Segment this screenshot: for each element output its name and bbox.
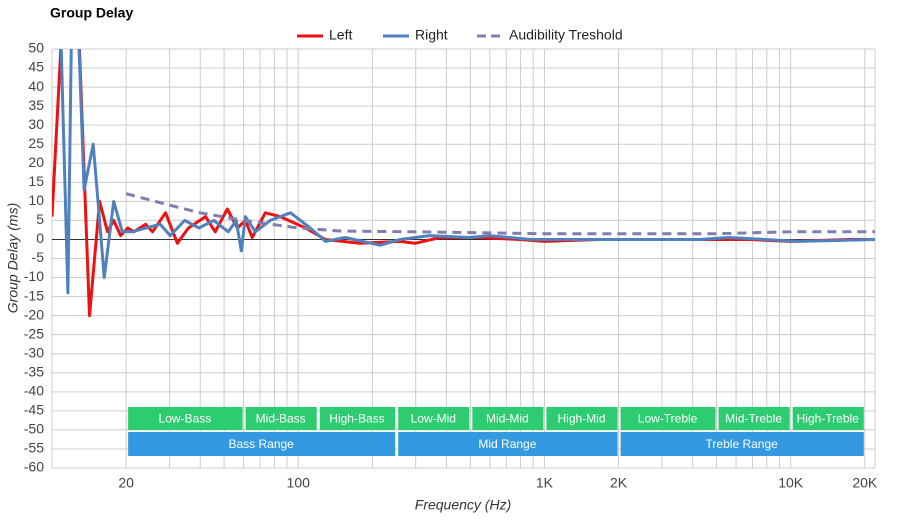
band xyxy=(128,407,243,430)
band-label: Low-Mid xyxy=(411,412,456,426)
range xyxy=(128,432,396,456)
band xyxy=(319,407,396,430)
y-tick-label: 45 xyxy=(28,59,44,75)
band xyxy=(718,407,790,430)
y-tick-label: 15 xyxy=(28,173,44,189)
x-tick-label: 20K xyxy=(852,475,878,491)
band-label: High-Bass xyxy=(329,412,384,426)
y-tick-label: 25 xyxy=(28,135,44,151)
band xyxy=(472,407,544,430)
series-line xyxy=(59,49,875,295)
x-tick-label: 10K xyxy=(778,475,804,491)
y-tick-label: 20 xyxy=(28,154,44,170)
legend-label: Left xyxy=(329,27,352,43)
band-label: Mid-Bass xyxy=(256,412,306,426)
range xyxy=(620,432,864,456)
y-tick-label: 35 xyxy=(28,97,44,113)
x-axis-label: Frequency (Hz) xyxy=(415,497,511,513)
range xyxy=(398,432,618,456)
y-tick-label: -55 xyxy=(24,440,44,456)
y-tick-label: 5 xyxy=(36,211,44,227)
legend-label: Right xyxy=(415,27,448,43)
y-tick-label: 10 xyxy=(28,192,44,208)
band xyxy=(546,407,618,430)
y-tick-label: -35 xyxy=(24,363,44,379)
legend-label: Audibility Treshold xyxy=(509,27,623,43)
band xyxy=(245,407,317,430)
band-label: High-Treble xyxy=(797,412,860,426)
x-tick-label: 2K xyxy=(610,475,628,491)
y-tick-label: -40 xyxy=(24,383,44,399)
y-tick-label: -10 xyxy=(24,268,44,284)
y-tick-label: 30 xyxy=(28,116,44,132)
y-tick-label: -20 xyxy=(24,306,44,322)
y-tick-label: -45 xyxy=(24,402,44,418)
y-tick-label: -30 xyxy=(24,344,44,360)
y-tick-label: -60 xyxy=(24,459,44,475)
band xyxy=(620,407,716,430)
band xyxy=(398,407,470,430)
band-label: Treble Range xyxy=(706,437,779,451)
band-label: Bass Range xyxy=(228,437,294,451)
y-tick-label: 0 xyxy=(36,230,44,246)
series-line xyxy=(52,49,875,318)
band-label: Mid-Mid xyxy=(486,412,529,426)
chart-title: Group Delay xyxy=(50,5,133,21)
y-tick-label: 50 xyxy=(28,40,44,56)
band-label: Low-Bass xyxy=(159,412,212,426)
band xyxy=(792,407,864,430)
x-tick-label: 100 xyxy=(287,475,311,491)
plot-area xyxy=(52,49,875,318)
y-tick-label: -5 xyxy=(32,249,45,265)
y-axis-label: Group Delay (ms) xyxy=(5,203,21,313)
band-label: High-Mid xyxy=(558,412,606,426)
band-label: Mid-Treble xyxy=(725,412,782,426)
y-tick-label: -25 xyxy=(24,325,44,341)
y-tick-label: -50 xyxy=(24,421,44,437)
band-label: Low-Treble xyxy=(638,412,698,426)
band-label: Mid Range xyxy=(478,437,536,451)
y-tick-label: 40 xyxy=(28,78,44,94)
y-tick-label: -15 xyxy=(24,287,44,303)
x-tick-label: 1K xyxy=(536,475,554,491)
series-line xyxy=(125,192,875,236)
x-tick-label: 20 xyxy=(118,475,134,491)
